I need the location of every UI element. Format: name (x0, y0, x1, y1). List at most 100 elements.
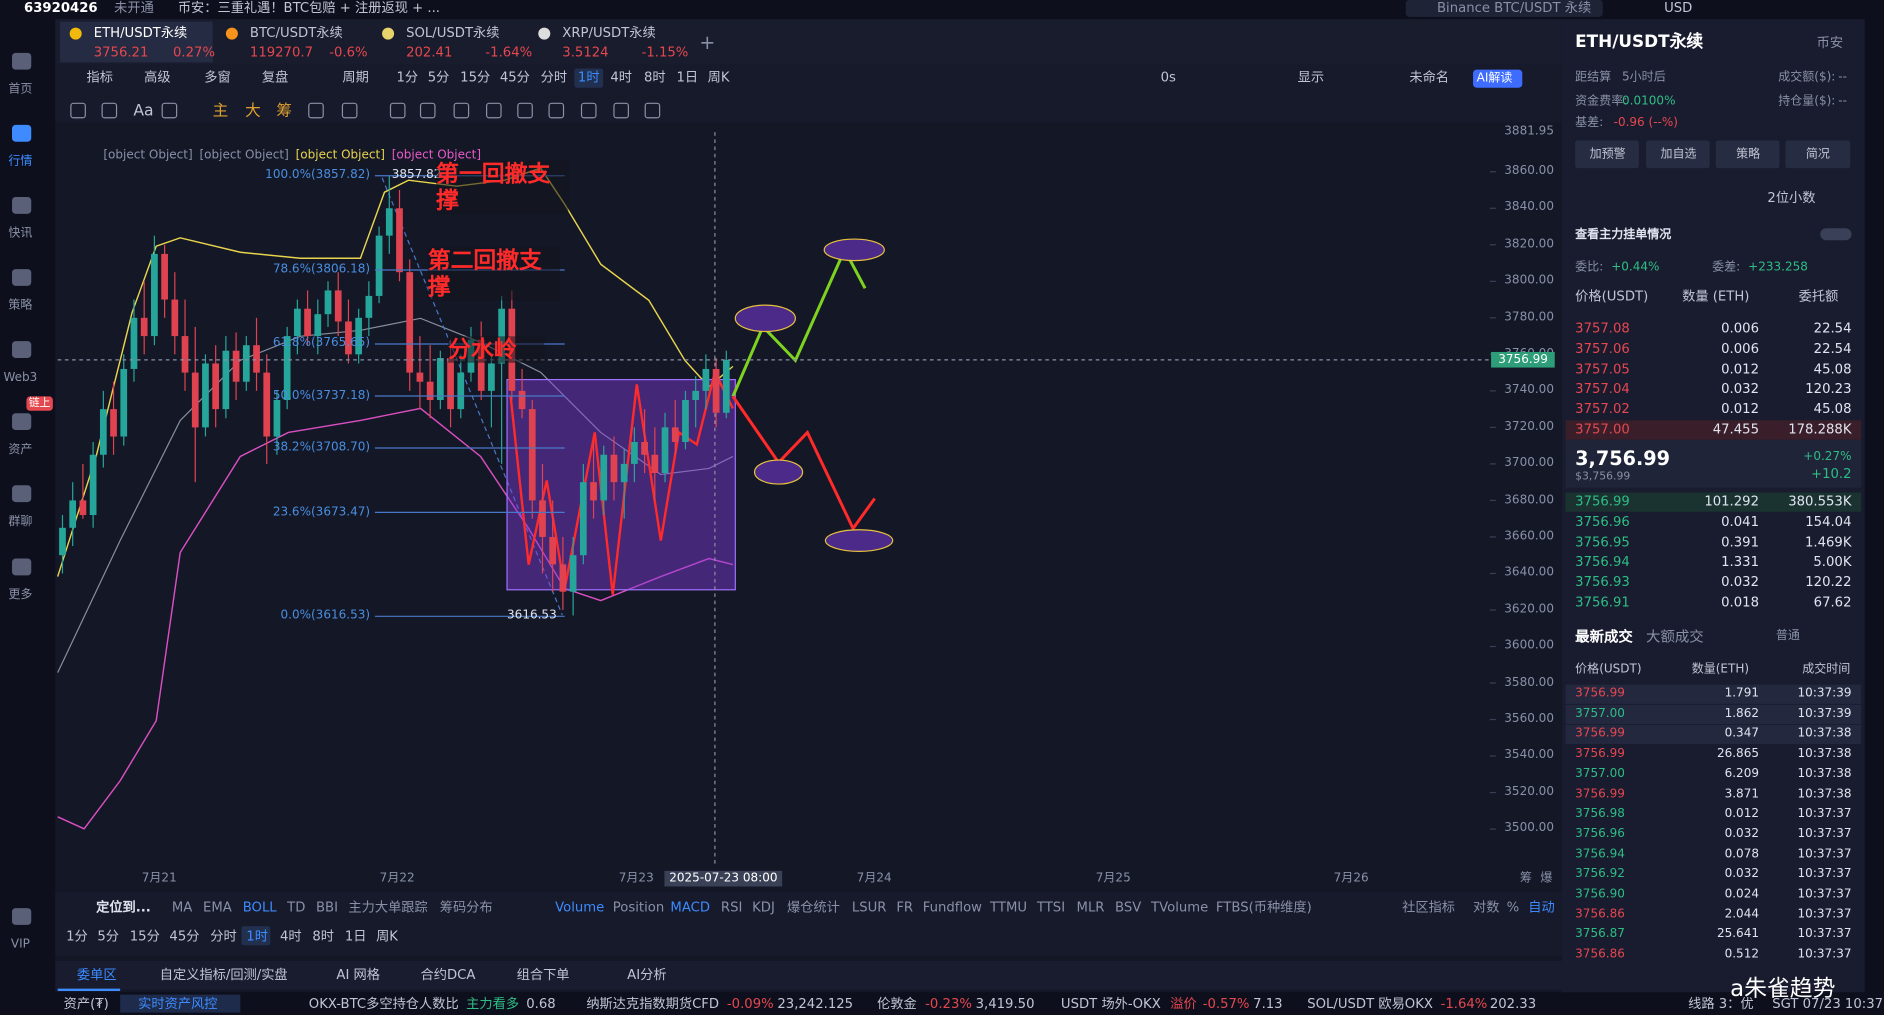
bottom-tab[interactable]: 合约DCA (420, 966, 476, 983)
currency[interactable]: USD (1664, 0, 1693, 16)
trade-tab[interactable]: 普通 (1775, 629, 1800, 643)
chart-option[interactable]: 自动 (1528, 899, 1555, 916)
status-item: 伦敦金 (877, 995, 917, 1012)
chart-option[interactable]: 对数 (1473, 899, 1500, 916)
toolbar-item[interactable]: 周期 (342, 69, 369, 86)
period[interactable]: 8时 (312, 928, 335, 945)
button-bg[interactable] (1575, 140, 1639, 169)
period[interactable]: 5分 (427, 69, 450, 86)
period[interactable]: 1时 (246, 928, 268, 945)
trade-tab[interactable]: 大额成交 (1646, 628, 1704, 646)
draw-tool[interactable]: Aa (133, 102, 154, 121)
tab-name[interactable]: ETH/USDT永续 (93, 25, 188, 41)
draw-tool[interactable]: 主 (212, 102, 229, 121)
period[interactable]: 4时 (610, 69, 632, 86)
sub-indicator[interactable]: 爆仓统计 (786, 899, 840, 916)
sub-indicator[interactable]: TTMU (990, 899, 1028, 916)
risk-button[interactable] (120, 994, 241, 1013)
toolbar-item[interactable]: 未命名 (1409, 69, 1450, 86)
main-indicator[interactable]: BOLL (242, 899, 277, 916)
period[interactable]: 4时 (279, 928, 302, 945)
period[interactable]: 45分 (169, 928, 200, 945)
sidebar-item[interactable]: 快讯 (8, 227, 33, 241)
sub-indicator[interactable]: TTSI (1036, 899, 1066, 916)
toggle[interactable] (1820, 228, 1852, 241)
period[interactable]: 周K (707, 69, 730, 86)
sub-indicator[interactable]: Fundflow (922, 899, 983, 916)
search-box[interactable] (1405, 0, 1603, 17)
period[interactable]: 周K (376, 928, 398, 945)
bottom-tab[interactable]: AI 网格 (336, 966, 380, 983)
sub-indicator[interactable]: Position (612, 899, 665, 916)
main-orders[interactable]: 查看主力挂单情况 (1575, 228, 1672, 242)
sidebar-item[interactable]: 资产 (8, 443, 33, 457)
period[interactable]: 1分 (396, 69, 419, 86)
sidebar-item[interactable]: 首页 (8, 82, 33, 97)
sidebar-item[interactable]: 策略 (8, 299, 33, 313)
sidebar-item[interactable]: Web3 (3, 371, 38, 385)
bottom-tab[interactable]: AI分析 (627, 966, 667, 983)
button-bg[interactable] (1715, 140, 1780, 169)
toolbar-item[interactable]: 多窗 (204, 69, 231, 86)
toolbar-item[interactable]: 高级 (144, 69, 171, 86)
sub-indicator[interactable]: MLR (1076, 899, 1105, 916)
draw-tool[interactable]: 大 (245, 102, 261, 121)
tab-name[interactable]: XRP/USDT永续 (562, 25, 656, 41)
period[interactable]: 15分 (460, 69, 491, 86)
main-indicator[interactable]: TD (287, 899, 306, 916)
toolbar-item[interactable]: 指标 (86, 69, 113, 86)
main-indicator[interactable]: BBI (315, 899, 339, 916)
bottom-tab[interactable]: 委单区 (76, 966, 117, 983)
period[interactable]: 1分 (66, 928, 88, 945)
bottom-tab[interactable]: 组合下单 (516, 966, 570, 983)
sub-indicator[interactable]: MACD (670, 899, 711, 916)
period[interactable]: 1日 (344, 928, 367, 945)
draw-tool[interactable]: 筹 (276, 102, 292, 121)
bottom-tab[interactable]: 自定义指标/回测/实盘 (159, 966, 288, 983)
decimals[interactable]: 2位小数 (1767, 189, 1816, 206)
trade-tab[interactable]: 最新成交 (1575, 628, 1633, 646)
main-indicator[interactable]: 主力大单跟踪 (348, 899, 428, 916)
sidebar-item[interactable]: 群聊 (8, 515, 33, 529)
search-text[interactable]: Binance BTC/USDT 永续 (1436, 0, 1592, 16)
sub-indicator[interactable]: BSV (1114, 899, 1142, 916)
sub-indicator[interactable]: FR (896, 899, 914, 916)
tab-name[interactable]: BTC/USDT永续 (249, 25, 343, 41)
sidebar-item[interactable]: 行情 (8, 154, 33, 169)
period[interactable]: 15分 (129, 928, 160, 945)
chart-option[interactable]: 社区指标 (1402, 899, 1456, 916)
button-bg[interactable] (1646, 140, 1710, 169)
trade-price: 3756.90 (1575, 887, 1625, 901)
main-indicator[interactable]: MA (171, 899, 193, 916)
sub-indicator[interactable]: FTBS(币种维度) (1215, 899, 1312, 916)
tab-name[interactable]: SOL/USDT永续 (406, 25, 500, 41)
sub-indicator[interactable]: RSI (720, 899, 743, 916)
chart-option[interactable]: % (1506, 899, 1520, 916)
panel-button[interactable]: 加自选 (1660, 147, 1697, 161)
period[interactable]: 5分 (97, 928, 119, 945)
main-indicator[interactable]: EMA (203, 899, 232, 916)
panel-button[interactable]: 简况 (1805, 147, 1830, 161)
period[interactable]: 分时 (540, 69, 568, 86)
sub-indicator[interactable]: LSUR (851, 899, 887, 916)
main-indicator[interactable]: 筹码分布 (439, 899, 493, 916)
sub-indicator[interactable]: TVolume (1151, 899, 1209, 916)
sidebar-item[interactable]: VIP (10, 938, 30, 952)
sidebar-item[interactable]: 更多 (8, 588, 33, 602)
toolbar-item[interactable]: 显示 (1297, 69, 1325, 86)
period[interactable]: 45分 (499, 69, 530, 86)
period[interactable]: 8时 (644, 69, 666, 86)
period[interactable]: 1时 (577, 69, 600, 86)
ai-button[interactable]: AI解读 (1476, 72, 1513, 86)
period[interactable]: 分时 (210, 928, 237, 945)
panel-button[interactable]: 策略 (1736, 147, 1761, 161)
sub-indicator[interactable]: KDJ (752, 899, 775, 916)
toolbar-item[interactable]: 0s (1160, 69, 1176, 86)
button-bg[interactable] (1785, 140, 1851, 169)
sub-indicator[interactable]: Volume (555, 899, 605, 916)
period[interactable]: 1日 (676, 69, 699, 86)
ai-button[interactable] (1473, 69, 1523, 88)
toolbar-item[interactable]: 复盘 (261, 69, 289, 86)
panel-button[interactable]: 加预警 (1589, 147, 1626, 161)
locate[interactable]: 定位到... (96, 899, 151, 916)
